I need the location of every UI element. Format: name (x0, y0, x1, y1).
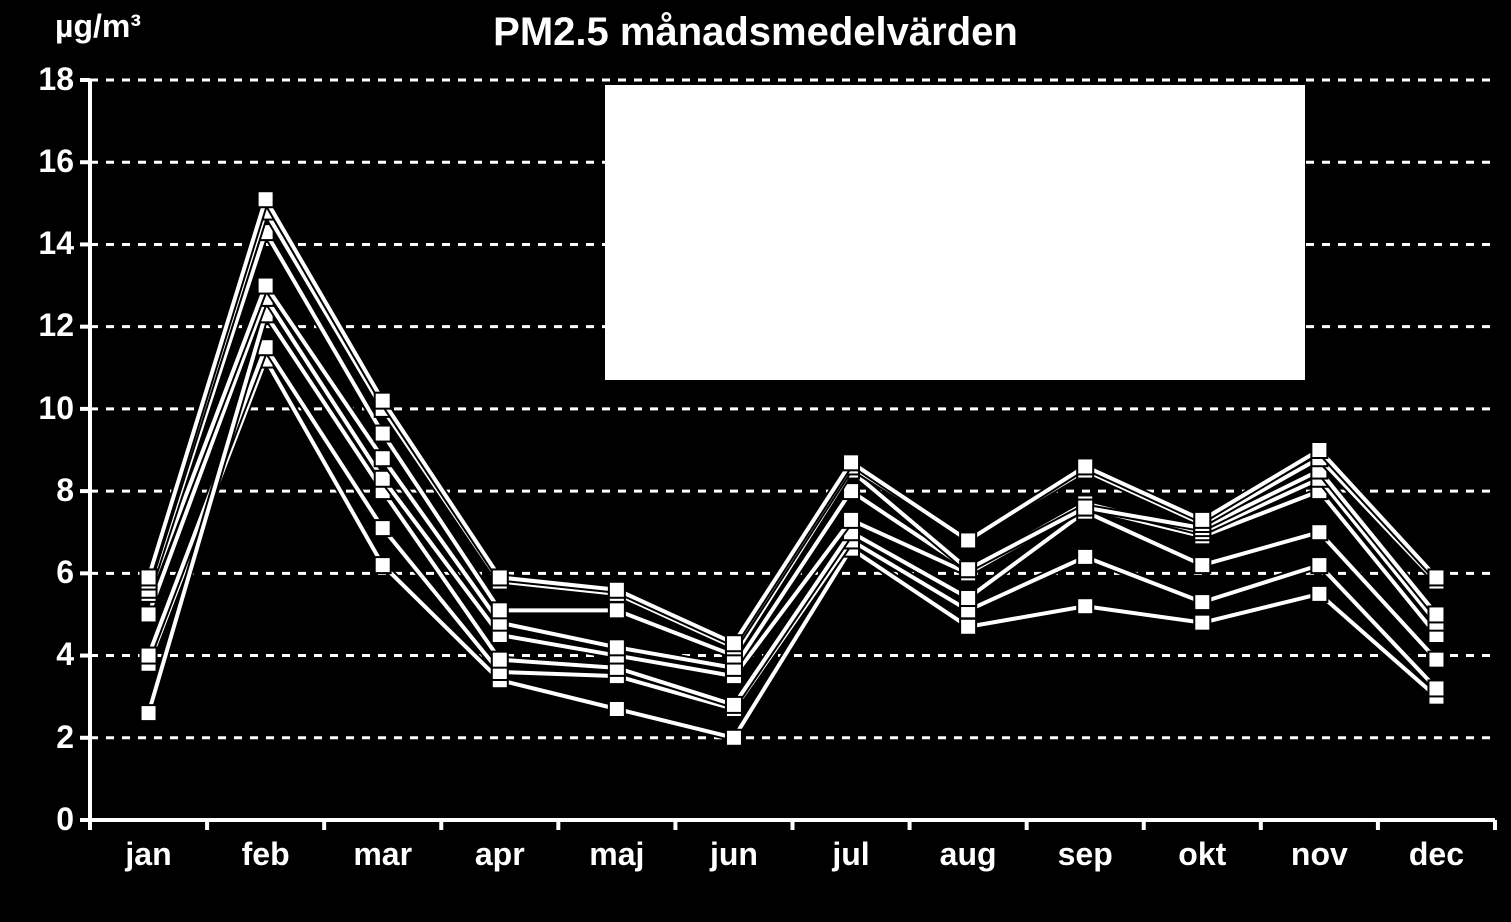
series-marker (1077, 598, 1093, 614)
series-marker (258, 191, 274, 207)
series-marker (1311, 442, 1327, 458)
series-marker (1077, 458, 1093, 474)
x-tick-label: jul (811, 836, 891, 873)
series-marker (609, 602, 625, 618)
series-marker (492, 652, 508, 668)
y-tick-label: 6 (56, 554, 74, 591)
series-marker (141, 705, 157, 721)
y-tick-label: 8 (56, 472, 74, 509)
y-tick-label: 0 (56, 801, 74, 838)
series-marker (960, 561, 976, 577)
x-tick-label: jun (694, 836, 774, 873)
y-tick-label: 12 (38, 307, 74, 344)
y-tick-label: 18 (38, 61, 74, 98)
series-marker (1194, 615, 1210, 631)
series-marker (1311, 524, 1327, 540)
series-marker (1428, 652, 1444, 668)
x-tick-label: jan (109, 836, 189, 873)
y-tick-label: 14 (38, 225, 74, 262)
series-marker (960, 532, 976, 548)
x-tick-label: mar (343, 836, 423, 873)
series-marker (609, 701, 625, 717)
series-marker (960, 619, 976, 635)
series-marker (1311, 586, 1327, 602)
series-marker (1194, 512, 1210, 528)
series-marker (375, 393, 391, 409)
series-marker (1311, 557, 1327, 573)
x-tick-label: feb (226, 836, 306, 873)
y-tick-label: 10 (38, 390, 74, 427)
legend-box (605, 85, 1305, 380)
series-marker (492, 602, 508, 618)
series-marker (726, 697, 742, 713)
y-tick-label: 4 (56, 636, 74, 673)
series-marker (843, 512, 859, 528)
series-marker (375, 471, 391, 487)
x-tick-label: aug (928, 836, 1008, 873)
chart-root: PM2.5 månadsmedelvärden µg/m³ 0246810121… (0, 0, 1511, 922)
series-marker (1428, 606, 1444, 622)
series-marker (1428, 680, 1444, 696)
series-marker (375, 426, 391, 442)
series-marker (141, 569, 157, 585)
series-marker (960, 590, 976, 606)
series-marker (258, 278, 274, 294)
x-tick-label: dec (1396, 836, 1476, 873)
x-tick-label: okt (1162, 836, 1242, 873)
series-marker (726, 635, 742, 651)
series-marker (726, 730, 742, 746)
series-marker (492, 569, 508, 585)
series-marker (1428, 569, 1444, 585)
y-tick-label: 16 (38, 143, 74, 180)
series-marker (609, 639, 625, 655)
series-marker (1077, 500, 1093, 516)
chart-title: PM2.5 månadsmedelvärden (0, 10, 1511, 55)
series-marker (375, 520, 391, 536)
series-marker (609, 582, 625, 598)
series-marker (375, 450, 391, 466)
series-marker (843, 454, 859, 470)
series-marker (1077, 549, 1093, 565)
series-marker (1194, 594, 1210, 610)
x-tick-label: maj (577, 836, 657, 873)
x-tick-label: apr (460, 836, 540, 873)
y-tick-label: 2 (56, 719, 74, 756)
series-marker (141, 606, 157, 622)
x-tick-label: nov (1279, 836, 1359, 873)
series-marker (1194, 557, 1210, 573)
series-marker (141, 648, 157, 664)
series-marker (375, 557, 391, 573)
x-tick-label: sep (1045, 836, 1125, 873)
